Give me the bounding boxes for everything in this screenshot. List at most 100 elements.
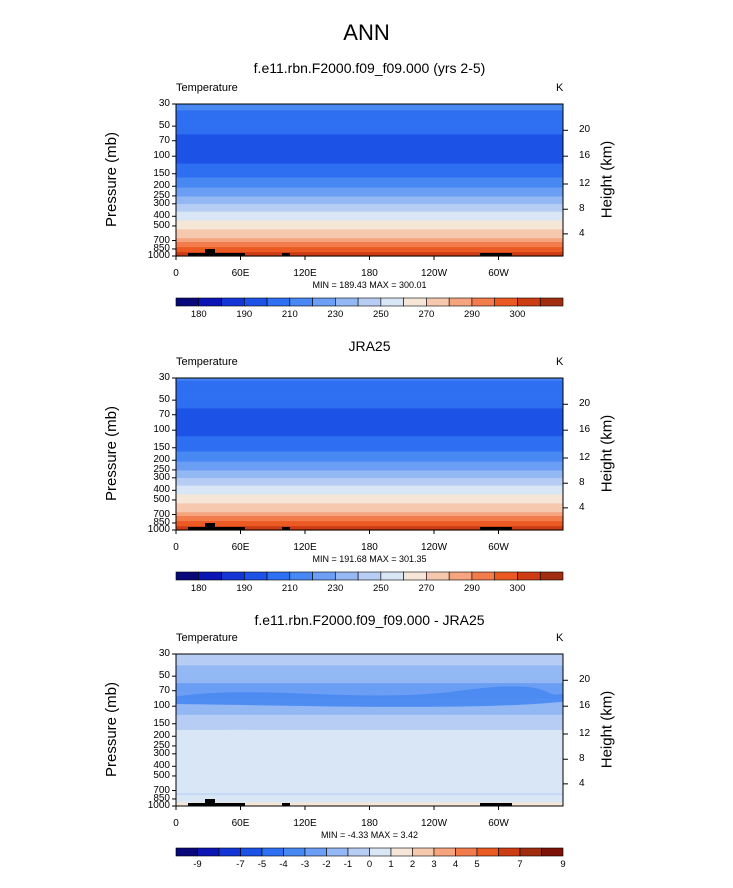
contour-band	[176, 135, 563, 138]
contour-band	[176, 769, 563, 772]
contour-band	[176, 470, 563, 473]
terrain-mask	[282, 253, 290, 256]
contour-band	[176, 386, 563, 389]
colorbar-tick-label: 4	[452, 859, 459, 870]
y-tick-label: 30	[158, 372, 170, 383]
colorbar-box	[539, 297, 564, 307]
contour-band	[176, 436, 563, 439]
contour-band	[176, 741, 563, 744]
contour-band	[176, 483, 563, 485]
colorbar-tick-label: 230	[327, 309, 344, 320]
contour-band	[176, 155, 563, 158]
contour-band	[176, 410, 563, 413]
x-tick-label: 60W	[488, 542, 509, 553]
contour-band	[176, 402, 563, 404]
contour-band	[176, 452, 563, 455]
x-tick-label: 60W	[488, 268, 509, 279]
contour-band	[176, 202, 563, 205]
terrain-mask	[205, 249, 215, 256]
colorbar-box	[266, 297, 291, 307]
x-tick-label: 60E	[231, 268, 250, 279]
contour-band	[176, 694, 563, 697]
contour-band	[176, 154, 563, 157]
contour-band	[176, 661, 563, 664]
contour-band	[176, 717, 563, 720]
x-tick-label: 120W	[420, 542, 448, 553]
contour-band	[176, 239, 563, 242]
contour-band	[176, 183, 563, 186]
contour-band	[176, 768, 563, 770]
contour-band	[176, 733, 563, 736]
contour-band	[176, 692, 563, 694]
y-tick-label: 1000	[147, 250, 170, 261]
y-tick-label: 100	[153, 424, 170, 436]
y-tick-label: 300	[153, 471, 170, 483]
contour-band	[176, 747, 563, 750]
contour-band	[176, 112, 563, 115]
contour-band	[176, 773, 563, 775]
y-tick-label: 50	[158, 394, 170, 406]
contour-band	[176, 519, 563, 522]
colorbar-box	[335, 297, 359, 307]
contour-band	[176, 379, 563, 382]
contour-band	[176, 783, 563, 786]
colorbar-box	[289, 571, 313, 581]
colorbar-box	[390, 847, 413, 857]
contour-band	[176, 130, 563, 133]
contour-band	[176, 509, 563, 512]
contour-band	[176, 128, 563, 130]
contour-band	[176, 214, 563, 217]
contour-band	[176, 517, 563, 520]
contour-band	[176, 120, 563, 123]
contour-band	[176, 171, 563, 173]
contour-band	[176, 723, 563, 726]
contour-band	[176, 403, 563, 406]
contour-band	[176, 708, 563, 711]
y-tick-label: 400	[153, 760, 170, 772]
contour-band	[176, 117, 563, 120]
contour-band	[176, 528, 563, 531]
contour-band	[176, 438, 563, 441]
y-tick-label: 850	[153, 516, 170, 528]
contour-band	[176, 210, 563, 213]
y-tick-label: 1000	[147, 524, 170, 535]
contour-band	[176, 676, 563, 679]
x-tick-label: 120W	[420, 818, 448, 829]
contour-band	[176, 659, 563, 661]
contour-band	[176, 250, 563, 253]
y2-axis-title: Height (km)	[598, 140, 616, 219]
plot-frame	[175, 653, 564, 807]
terrain-mask	[480, 253, 512, 256]
contour-band	[176, 459, 563, 461]
contour-band	[176, 140, 563, 143]
colorbar-tick-label: -1	[343, 859, 353, 870]
contour-band	[176, 408, 563, 411]
y-tick-label: 150	[153, 717, 170, 729]
y-tick-label: 50	[158, 120, 170, 132]
contour-band	[176, 469, 563, 472]
contour-band	[176, 223, 563, 225]
y2-tick-label: 16	[579, 424, 591, 436]
contour-band	[176, 205, 563, 208]
contour-band	[176, 381, 563, 384]
contour-band	[176, 798, 563, 801]
terrain-mask	[188, 527, 245, 530]
contour-band	[176, 705, 563, 708]
colorbar-tick-label: 290	[464, 309, 480, 320]
contour-band	[176, 166, 563, 168]
contour-band	[176, 512, 563, 515]
terrain-mask	[188, 253, 245, 256]
contour-band	[176, 655, 563, 658]
contour-band	[176, 526, 563, 529]
contour-band	[176, 193, 563, 196]
contour-band	[176, 134, 563, 137]
contour-band	[176, 212, 563, 215]
contour-band	[176, 778, 563, 780]
contour-band	[176, 389, 563, 392]
contour-band	[176, 145, 563, 148]
y2-tick-label: 4	[579, 501, 585, 513]
colorbar-box	[471, 297, 496, 307]
contour-band	[176, 196, 563, 199]
contour-band	[176, 765, 563, 768]
contour-band	[176, 703, 563, 706]
